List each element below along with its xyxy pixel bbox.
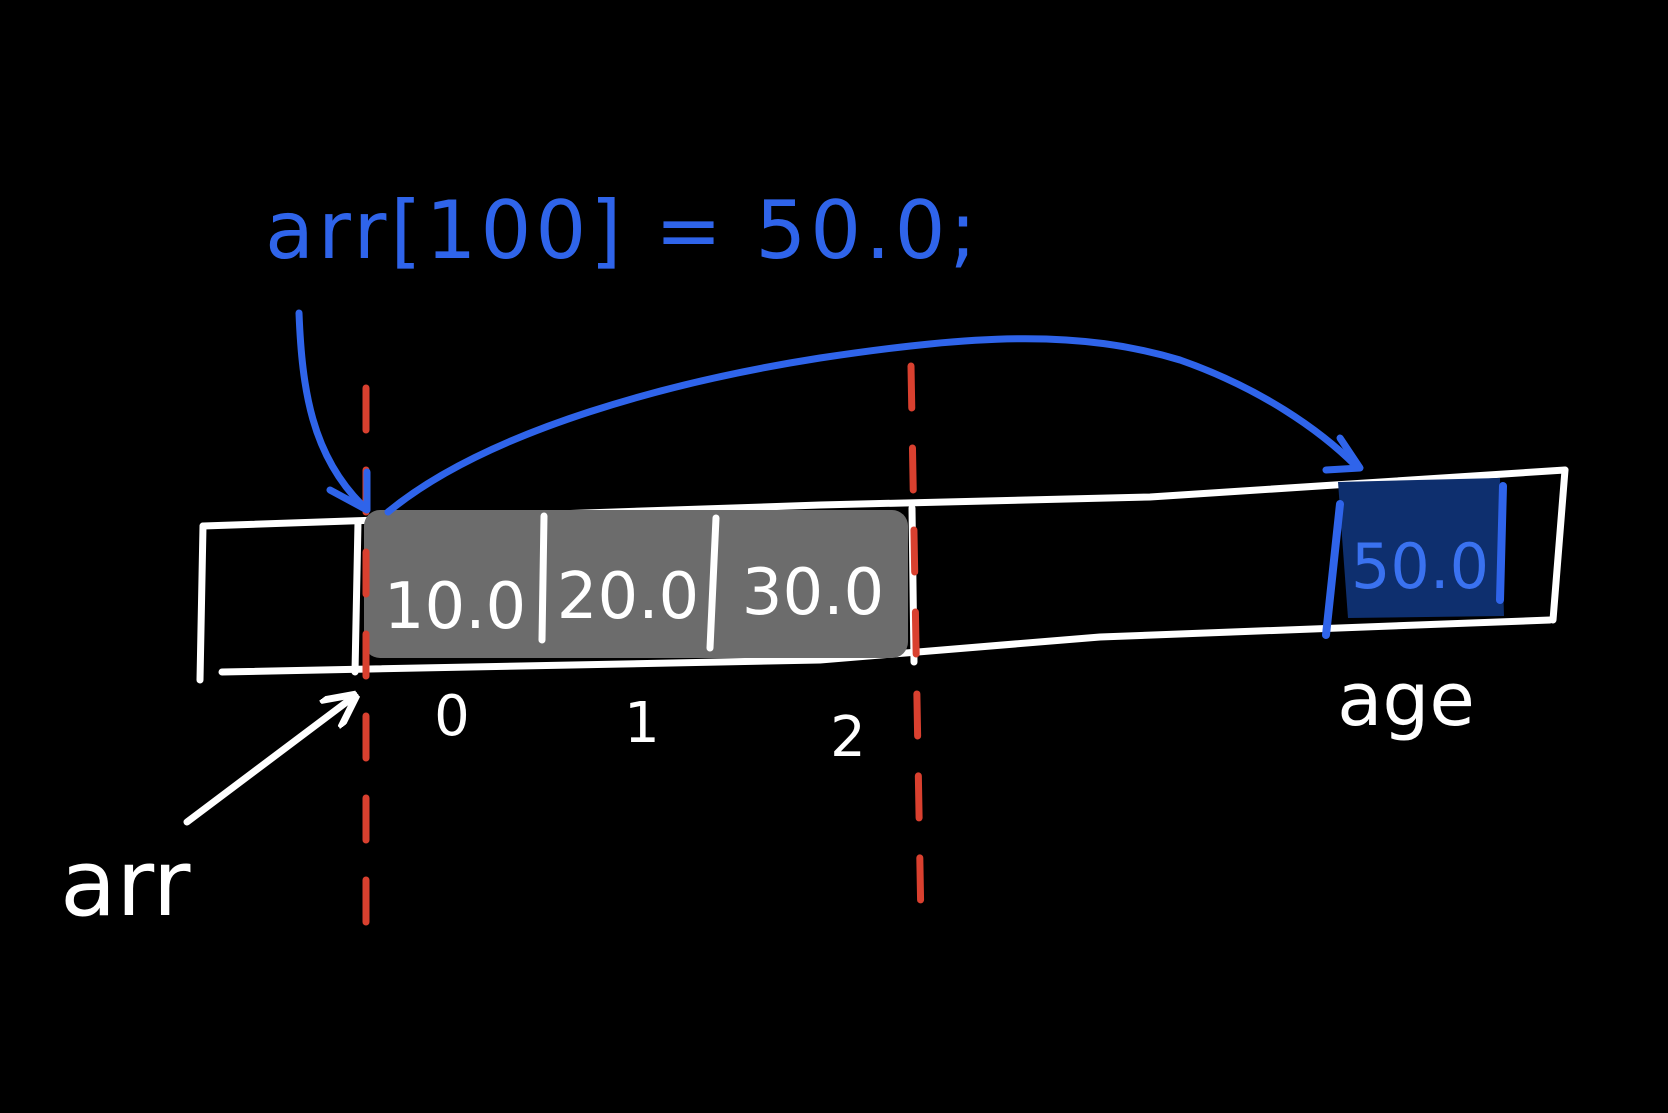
arr-pointer-label: arr [60, 830, 191, 937]
index-start-arrow [295, 309, 366, 509]
arr-pointer-arrow [183, 698, 352, 826]
age-cell-borders [1322, 482, 1507, 639]
age-label: age [1337, 657, 1475, 743]
array-block [364, 510, 908, 658]
cell-dividers [538, 512, 720, 652]
strip-array-start [351, 518, 362, 676]
age-cell-fill [1338, 478, 1504, 618]
cell-value-0: 10.0 [384, 570, 527, 644]
index-start-arrowhead [326, 468, 371, 514]
age-cell-value: 50.0 [1351, 530, 1489, 603]
cell-index-1: 1 [624, 691, 660, 756]
overflow-arc-arrow [384, 335, 1360, 516]
array-end-bound [907, 362, 925, 928]
code-statement: arr[100] = 50.0; [265, 184, 980, 277]
strip-left-edge [196, 522, 207, 684]
strip-right-edge [1549, 466, 1569, 624]
cell-index-0: 0 [434, 684, 470, 749]
cell-value-1: 20.0 [557, 560, 700, 634]
overflow-arc-arrowhead [1322, 434, 1364, 474]
cell-index-2: 2 [830, 705, 866, 770]
cell-value-2: 30.0 [742, 556, 885, 630]
